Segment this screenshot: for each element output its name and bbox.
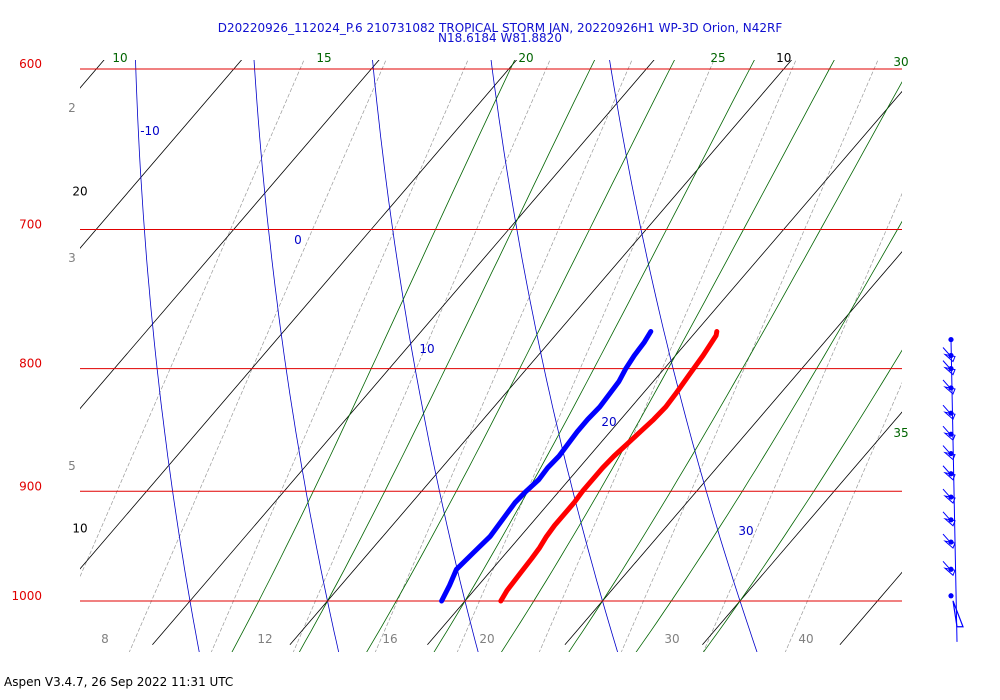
isobar-label: 1000 [11, 589, 42, 603]
isobar-label: 600 [19, 57, 42, 71]
dry-adiabat-label: -10 [140, 124, 160, 138]
wind-barb-dot [948, 336, 954, 343]
wind-barb [942, 511, 956, 527]
dry-adiabat-line [372, 60, 479, 652]
isobar-label: 800 [19, 357, 42, 371]
wind-barb [942, 347, 956, 363]
mixing-ratio-label: 20 [479, 632, 494, 646]
isotherm-line [564, 251, 902, 646]
moist-adiabat-label: 30 [893, 55, 908, 69]
isotherm-line [427, 90, 902, 646]
wind-barb [942, 465, 956, 481]
dry-adiabat-line [135, 60, 200, 652]
isotherm-line [839, 571, 902, 646]
dry-adiabat-line [490, 60, 618, 652]
mixing-ratio-line [128, 60, 387, 652]
dry-adiabat-line [253, 60, 340, 652]
wind-barb-pennant [952, 600, 964, 628]
isobar-label: 900 [19, 479, 42, 493]
dewpoint-profile-line [439, 329, 654, 604]
dry-adiabat-label: 0 [294, 233, 302, 247]
isotherm-line [702, 411, 902, 646]
isotherm-line [152, 60, 655, 646]
moist-adiabat-line [298, 60, 596, 652]
wind-barb [942, 488, 956, 504]
moist-adiabat-line [231, 60, 516, 652]
mixing-ratio-line [538, 60, 797, 652]
isotherm-label: 10 [72, 522, 87, 536]
moist-adiabat-line [433, 60, 755, 652]
mixing-ratio-line [702, 192, 902, 652]
wind-barb [942, 425, 956, 442]
isotherm-line [80, 60, 243, 249]
moist-adiabat-label: 10 [112, 51, 127, 65]
moist-adiabat-line [500, 60, 835, 652]
wind-barb-dot [948, 593, 954, 599]
isotherm-line [289, 60, 793, 646]
wind-barb [942, 404, 956, 421]
moist-adiabat-label: 25 [710, 51, 725, 65]
mixing-ratio-line [456, 60, 715, 652]
isotherm-label: 20 [72, 184, 87, 198]
mixing-ratio-label: 12 [257, 632, 272, 646]
moist-adiabat-line [568, 81, 902, 652]
footer-text: Aspen V3.4.7, 26 Sep 2022 11:31 UTC [4, 675, 234, 689]
mixing-ratio-label: 40 [798, 632, 813, 646]
dry-adiabat-label: 10 [419, 342, 434, 356]
moist-adiabat-label: 20 [518, 51, 533, 65]
moist-adiabat-label: 35 [893, 426, 908, 440]
mixing-ratio-label: 8 [101, 632, 109, 646]
isotherm-line [80, 60, 380, 410]
dry-adiabat-label: 20 [601, 415, 616, 429]
chart-title: D20220926_112024_P.6 210731082 TROPICAL … [217, 21, 783, 35]
isotherm-line [977, 52, 1000, 645]
wind-barb [942, 560, 956, 577]
moist-adiabat-line [366, 60, 675, 652]
temperature-profile-line [498, 329, 720, 604]
wind-barb [942, 379, 956, 395]
isotherm-label: 10 [776, 51, 791, 65]
isotherm-line [80, 60, 105, 89]
moist-adiabat-line [703, 349, 902, 652]
mixing-ratio-label: 5 [68, 459, 76, 473]
mixing-ratio-label: 3 [68, 251, 76, 265]
wind-barb [942, 533, 956, 549]
isobar-label: 700 [19, 218, 42, 232]
dry-adiabat-line [609, 60, 758, 652]
mixing-ratio-label: 30 [664, 632, 679, 646]
mixing-ratio-label: 2 [68, 101, 76, 115]
moist-adiabat-line [635, 220, 902, 652]
wind-barb [942, 360, 956, 376]
dry-adiabat-line [17, 0, 64, 681]
dry-adiabat-label: 30 [738, 524, 753, 538]
moist-adiabat-label: 15 [316, 51, 331, 65]
mixing-ratio-line [784, 382, 902, 652]
wind-barb [942, 445, 956, 461]
isotherm-line [80, 60, 518, 570]
chart-subtitle: N18.6184 W81.8820 [438, 31, 562, 45]
mixing-ratio-label: 16 [382, 632, 397, 646]
